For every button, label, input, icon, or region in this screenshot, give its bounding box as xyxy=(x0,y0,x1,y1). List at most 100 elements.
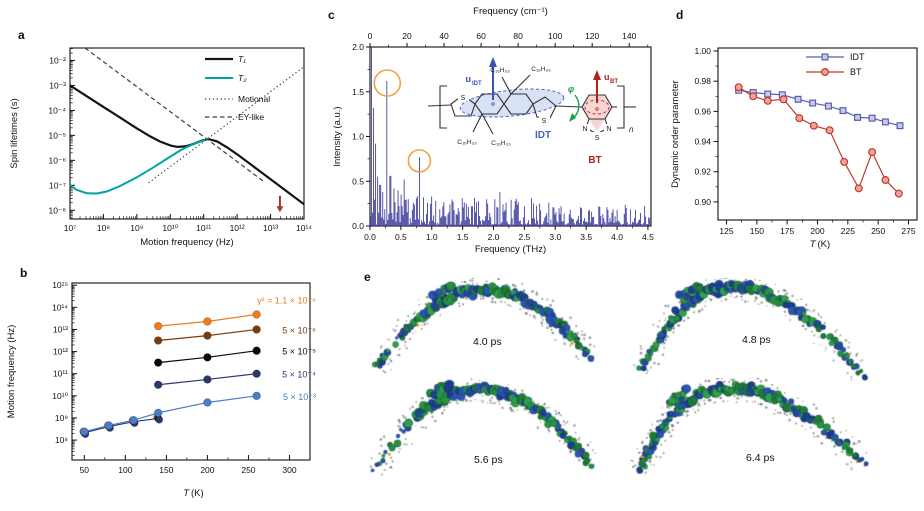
md-snapshot-5-6ps xyxy=(368,378,598,503)
x-axis-title-T: T xyxy=(810,239,817,250)
a-y-tick-label: 10⁻⁷ xyxy=(49,180,66,190)
b-series-label: 5 × 10⁻⁵ xyxy=(282,347,316,357)
panel-d-letter: d xyxy=(676,8,684,22)
c-top-tick-label: 140 xyxy=(622,31,636,41)
b-x-tick-label: 100 xyxy=(118,465,132,475)
c-x-tick-label: 3.0 xyxy=(549,232,561,242)
a-legend-T₂: T₂ xyxy=(238,73,247,83)
c-top-tick-label: 100 xyxy=(548,31,562,41)
c-top-tick-label: 80 xyxy=(513,31,523,41)
c-peak-highlight-circle-2 xyxy=(407,149,432,173)
snapshot-time-label-3: 5.6 ps xyxy=(474,454,503,466)
c-top-tick-label: 20 xyxy=(402,31,412,41)
x-axis-title-T: T xyxy=(183,488,190,499)
c-spectrum-lines xyxy=(370,47,651,226)
c-top-tick-label: 0 xyxy=(368,31,373,41)
a-legend-EY-like: EY-like xyxy=(238,112,264,122)
c-top-tick-label: 40 xyxy=(439,31,449,41)
a-y-tick-label: 10⁻⁶ xyxy=(49,155,66,165)
c-x-tick-label: 0.0 xyxy=(364,232,376,242)
a-series-Motional xyxy=(148,66,305,184)
b-series-line-5 × 10⁻³ xyxy=(84,395,257,433)
a-x-tick-label: 10⁸ xyxy=(97,223,110,233)
d-x-tick-label: 225 xyxy=(841,226,855,236)
c-x-tick-label: 2.5 xyxy=(518,232,530,242)
c-x-tick-label: 4.0 xyxy=(611,232,623,242)
a-y-tick-label: 10⁻² xyxy=(49,55,66,65)
c-x-tick-label: 1.0 xyxy=(426,232,438,242)
panel-c-letter: c xyxy=(328,8,335,22)
d-y-tick-label: 0.92 xyxy=(694,167,711,177)
d-series-line-BT xyxy=(738,86,900,195)
a-x-tick-label: 10¹² xyxy=(230,223,245,233)
d-y-tick-label: 1.00 xyxy=(694,46,711,56)
c-x-tick-label: 3.5 xyxy=(580,232,592,242)
d-x-tick-label: 150 xyxy=(750,226,764,236)
c-top-tick-label: 120 xyxy=(585,31,599,41)
b-x-tick-label: 200 xyxy=(200,465,214,475)
c-y-tick-label: 1.0 xyxy=(352,132,364,142)
b-y-tick-label: 10⁸ xyxy=(55,435,68,445)
b-series-label: 5 × 10⁻⁴ xyxy=(282,370,316,380)
c-y-tick-label: 0.5 xyxy=(352,176,364,186)
d-y-tick-label: 0.98 xyxy=(694,76,711,86)
snapshot-time-label-4: 6.4 ps xyxy=(746,452,775,464)
b-y-axis-title: Motion frequency (Hz) xyxy=(6,325,17,418)
d-x-tick-label: 125 xyxy=(719,226,733,236)
c-y-tick-label: 1.5 xyxy=(352,87,364,97)
c-x-tick-label: 1.5 xyxy=(457,232,469,242)
a-y-axis-title: Spin lifetimes (s) xyxy=(9,98,20,168)
b-x-tick-label: 50 xyxy=(80,465,90,475)
a-x-tick-label: 10⁹ xyxy=(130,223,143,233)
b-plot-frame xyxy=(71,282,311,461)
d-y-axis-title: Dynamic order parameter xyxy=(670,80,681,188)
a-plot-frame xyxy=(69,47,305,220)
b-series-label: γ² = 1.1 × 10⁻⁶ xyxy=(257,295,316,305)
a-legend-T₁: T₁ xyxy=(238,54,246,64)
md-snapshot-6-4ps xyxy=(630,378,870,503)
panel-a-spin-lifetimes-chart: 10⁷ 10⁸ 10⁹ 10¹⁰ 10¹¹ 10¹² 10¹³ 10¹⁴ 10⁻⁸ 10⁻⁷ 10⁻… xyxy=(9,47,312,248)
snapshot-time-label-2: 4.8 ps xyxy=(742,334,771,346)
d-y-tick-label: 0.96 xyxy=(694,106,711,116)
b-y-tick-label: 10¹¹ xyxy=(53,369,68,379)
c-plot-frame xyxy=(369,46,652,227)
d-x-tick-label: 250 xyxy=(871,226,885,236)
d-plot-frame xyxy=(717,47,918,221)
d-legend-IDT: IDT xyxy=(850,52,865,62)
c-y-axis-title: Intensity (a.u.) xyxy=(332,106,343,166)
c-top-axis-title: Frequency (cm⁻¹) xyxy=(473,6,548,17)
d-legend-BT: BT xyxy=(850,67,862,77)
b-x-tick-label: 300 xyxy=(282,465,296,475)
panel-b-letter: b xyxy=(20,266,28,280)
d-x-tick-label: 200 xyxy=(810,226,824,236)
d-x-tick-label: 275 xyxy=(901,226,915,236)
d-y-tick-label: 0.90 xyxy=(694,197,711,207)
d-y-tick-label: 0.94 xyxy=(694,137,711,147)
x-axis-title-K: (K) xyxy=(818,239,831,250)
b-y-tick-label: 10¹⁵ xyxy=(52,280,68,290)
b-x-tick-label: 150 xyxy=(159,465,173,475)
b-x-tick-label: 250 xyxy=(241,465,255,475)
panel-d-order-parameter-chart: 125 150 175 200 225 250 275 0.90 0.92 0.94 0.96 0.9… xyxy=(670,46,918,250)
d-x-tick-label: 175 xyxy=(780,226,794,236)
c-peak-highlight-circle-1 xyxy=(373,69,402,97)
a-x-tick-label: 10¹¹ xyxy=(196,223,211,233)
snapshot-time-label-1: 4.0 ps xyxy=(473,336,502,348)
c-y-tick-label: 0.0 xyxy=(352,221,364,231)
a-x-tick-label: 10¹⁰ xyxy=(162,223,178,233)
panel-b-motion-frequency-chart: 50 100 150 200 250 300 10⁸ 10⁹ 10¹⁰ 10¹¹ 10¹² 10¹³ 1… xyxy=(6,280,316,499)
c-x-axis-title: Frequency (THz) xyxy=(475,244,546,255)
c-x-tick-label: 0.5 xyxy=(395,232,407,242)
panel-a-letter: a xyxy=(18,28,25,42)
b-y-tick-label: 10¹² xyxy=(53,347,68,357)
d-series-line-IDT xyxy=(738,89,901,127)
panel-e-letter: e xyxy=(364,270,371,284)
c-x-tick-label: 4.5 xyxy=(642,232,654,242)
a-x-tick-label: 10¹⁴ xyxy=(296,223,312,233)
b-y-tick-label: 10¹⁰ xyxy=(52,391,68,401)
a-y-tick-label: 10⁻⁸ xyxy=(48,205,66,215)
a-y-tick-label: 10⁻⁴ xyxy=(48,105,66,115)
b-series-label: 5 × 10⁻³ xyxy=(283,392,316,402)
a-x-tick-label: 10⁷ xyxy=(64,223,77,233)
